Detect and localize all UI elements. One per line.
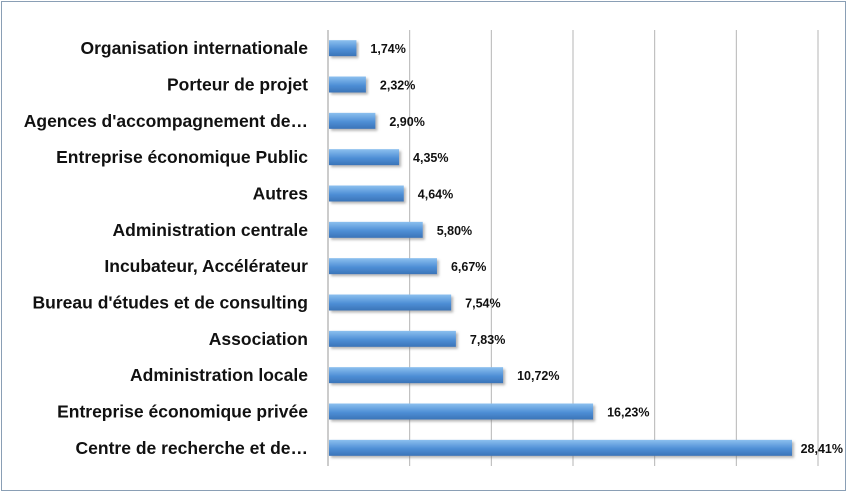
data-label: 4,64%	[418, 188, 453, 202]
data-label: 7,54%	[465, 297, 500, 311]
category-label: Autres	[253, 184, 309, 204]
bar	[329, 330, 456, 347]
bars	[329, 40, 793, 456]
data-label: 7,83%	[470, 333, 505, 347]
data-label: 28,41%	[801, 442, 843, 456]
category-label: Agences d'accompagnement de…	[24, 111, 308, 131]
data-label: 6,67%	[451, 260, 486, 274]
category-label: Administration centrale	[113, 220, 309, 240]
data-label: 5,80%	[437, 224, 472, 238]
bar	[329, 294, 452, 311]
category-labels: Organisation internationale Porteur de pr…	[24, 38, 309, 458]
data-label: 10,72%	[517, 369, 559, 383]
gridlines	[327, 30, 819, 466]
data-label: 16,23%	[607, 406, 649, 420]
bar	[329, 439, 793, 456]
bar	[329, 76, 366, 93]
category-label: Porteur de projet	[167, 75, 308, 95]
data-label: 4,35%	[413, 151, 448, 165]
category-label: Incubateur, Accélérateur	[104, 256, 308, 276]
bar	[329, 258, 437, 275]
category-label: Entreprise économique Public	[56, 147, 308, 167]
category-label: Administration locale	[130, 365, 308, 385]
data-label: 2,32%	[380, 79, 415, 93]
data-label: 1,74%	[370, 42, 405, 56]
category-label: Centre de recherche et de…	[76, 438, 308, 458]
category-label: Bureau d'études et de consulting	[33, 293, 308, 313]
bar	[329, 185, 404, 202]
category-label: Association	[209, 329, 308, 349]
data-label: 2,90%	[389, 115, 424, 129]
bar	[329, 149, 400, 166]
bar	[329, 112, 376, 129]
value-labels: 1,74% 2,32% 2,90% 4,35% 4,64% 5,80% 6,67% 7,54%…	[370, 42, 843, 456]
bar	[329, 367, 504, 384]
category-label: Entreprise économique privée	[57, 402, 308, 422]
bar	[329, 403, 594, 420]
bar	[329, 40, 357, 57]
bar	[329, 221, 423, 238]
category-label: Organisation internationale	[80, 38, 308, 58]
